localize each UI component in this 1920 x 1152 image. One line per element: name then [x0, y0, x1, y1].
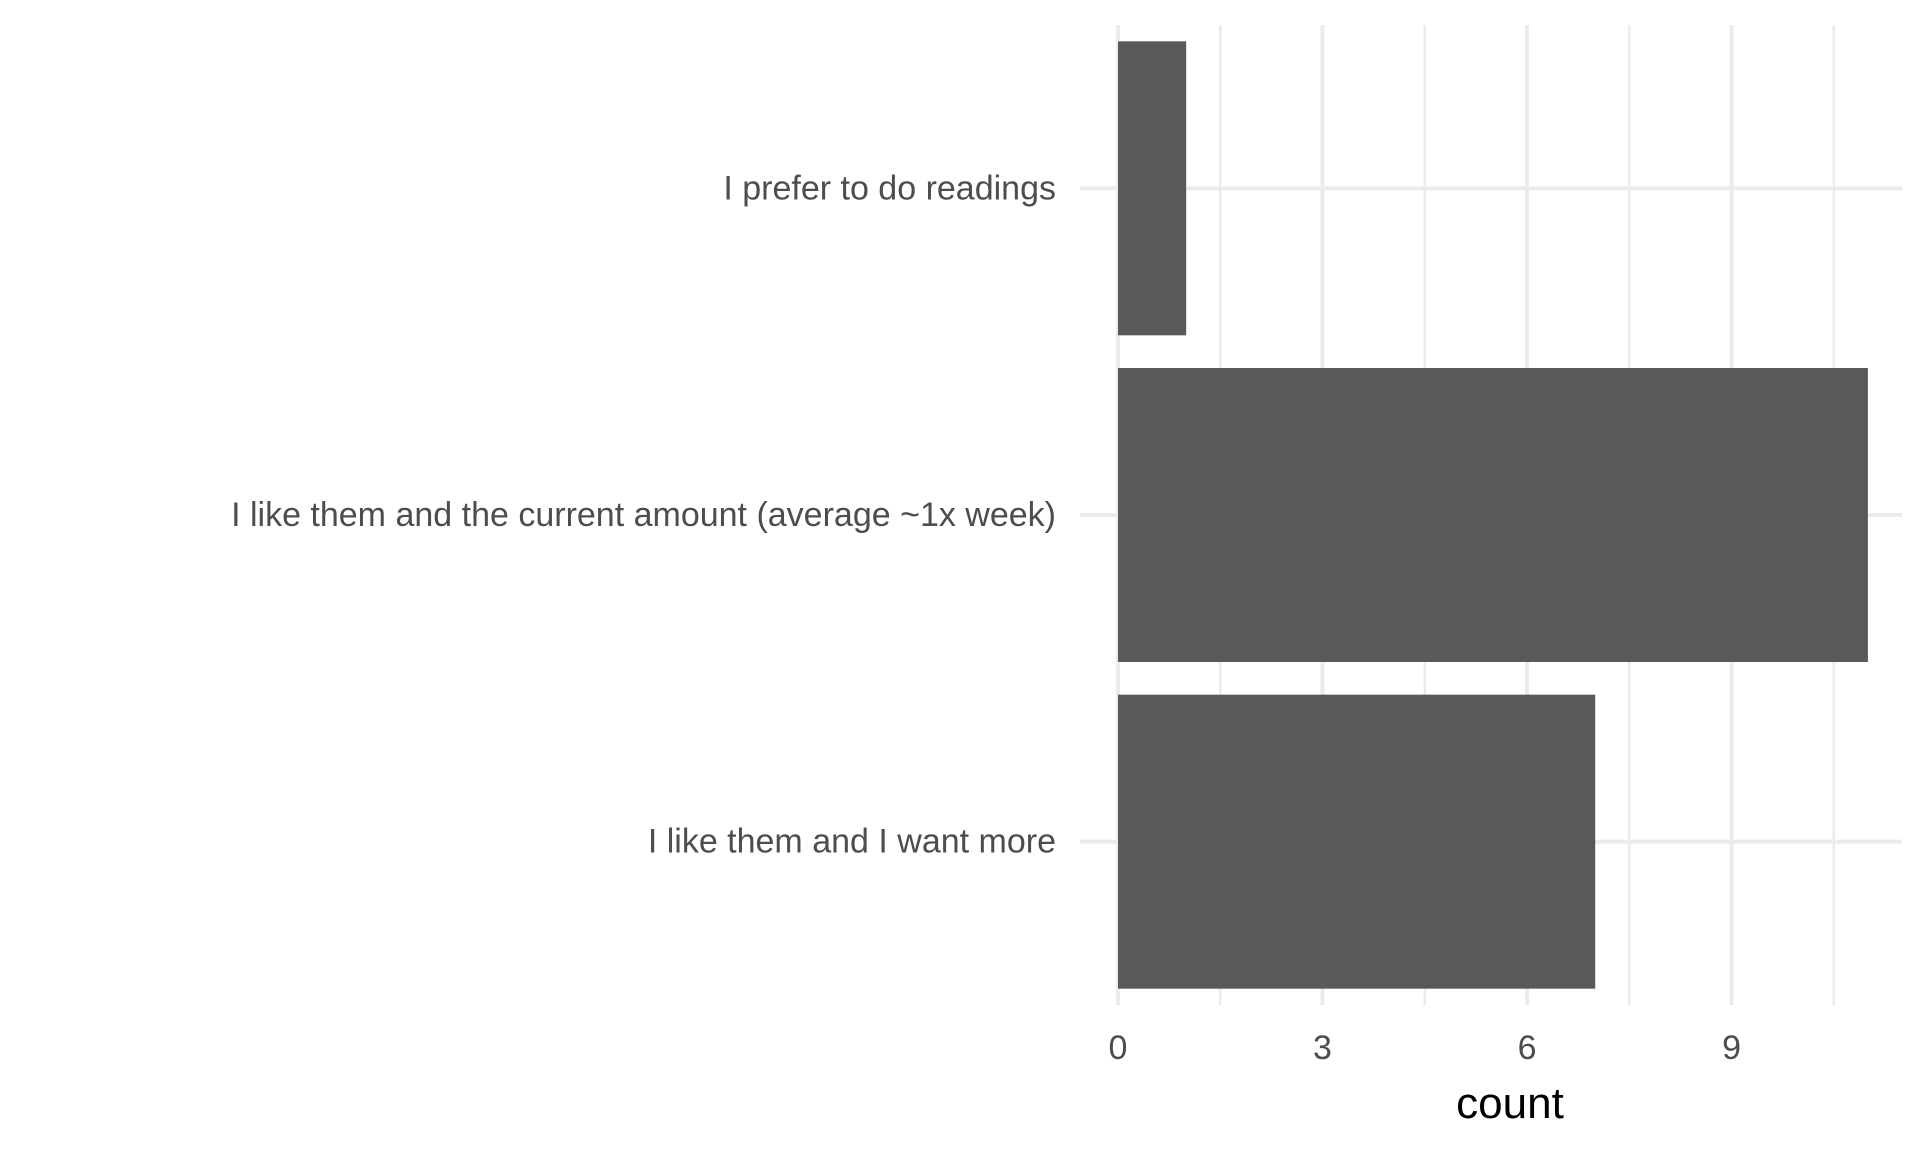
x-tick-label: 0 [1109, 1029, 1128, 1067]
y-tick-label: I prefer to do readings [723, 169, 1056, 207]
y-tick-label: I like them and the current amount (aver… [231, 496, 1056, 534]
x-tick-label: 6 [1518, 1029, 1537, 1067]
x-axis-title: count [1456, 1079, 1564, 1128]
bar [1118, 368, 1868, 662]
x-tick-label: 9 [1722, 1029, 1741, 1067]
x-tick-label: 3 [1313, 1029, 1332, 1067]
y-tick-label: I like them and I want more [648, 823, 1056, 861]
bars [1118, 41, 1868, 989]
x-axis-tick-labels: 0 3 6 9 [1109, 1029, 1741, 1067]
y-axis-tick-labels: I prefer to do readings I like them and t… [231, 169, 1056, 860]
bar [1118, 694, 1596, 989]
bar [1118, 41, 1187, 336]
